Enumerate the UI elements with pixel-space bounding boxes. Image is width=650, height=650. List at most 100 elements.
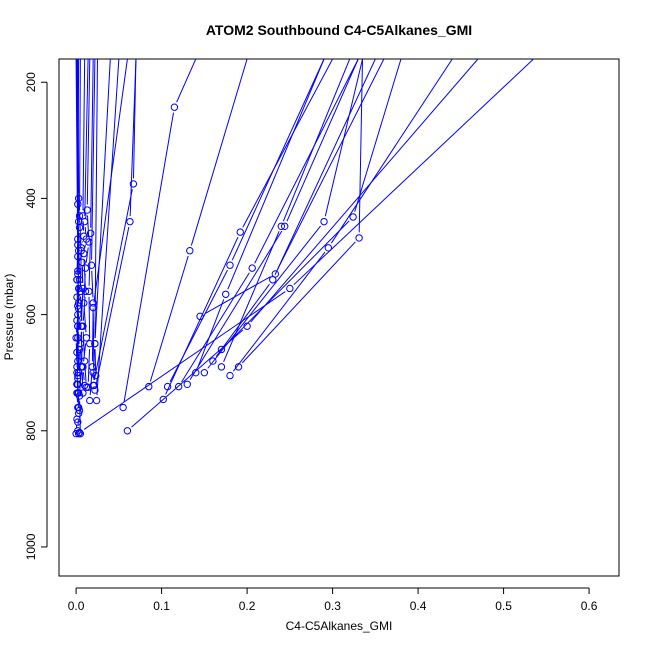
data-point [186, 246, 194, 255]
profile-segment [242, 59, 334, 228]
profile-series [163, 59, 325, 391]
profile-series [73, 59, 83, 389]
x-axis: 0.0 0.1 0.2 0.3 0.4 0.5 0.6 [68, 587, 598, 613]
data-point [79, 363, 87, 371]
data-point [196, 312, 204, 321]
profile-segment [83, 291, 286, 430]
profile-series [200, 59, 363, 377]
y-tick-label: 400 [24, 188, 38, 208]
profile-segment [227, 59, 325, 290]
profile-series [159, 59, 334, 404]
profile-segment [79, 59, 81, 211]
profile-series [79, 59, 93, 390]
x-axis-label: C4-C5Alkanes_GMI [286, 619, 393, 633]
profile-series [183, 59, 359, 389]
data-point [87, 261, 96, 269]
data-point [91, 386, 99, 394]
profile-segment [354, 59, 402, 212]
profile-segment [93, 189, 133, 381]
data-point [80, 299, 88, 307]
data-point [75, 212, 84, 220]
data-point [80, 217, 89, 226]
y-tick-label: 800 [24, 420, 38, 440]
profile-segment [277, 59, 385, 270]
profile-segment [76, 59, 79, 240]
profile-series [77, 59, 88, 397]
data-point [192, 368, 200, 377]
data-point [92, 396, 101, 405]
profile-segment [231, 59, 325, 261]
profile-series [226, 59, 453, 380]
data-point [74, 403, 83, 412]
profile-segment [80, 331, 83, 362]
profile-segment [197, 299, 225, 368]
data-point [123, 427, 132, 435]
data-point [81, 264, 90, 272]
y-tick-label: 1000 [24, 533, 38, 560]
data-point [355, 234, 363, 242]
data-point [79, 389, 87, 397]
profile-segment [169, 269, 228, 382]
data-point [79, 322, 87, 330]
data-point [217, 363, 226, 371]
data-point [248, 264, 256, 272]
y-tick-label: 200 [24, 72, 38, 92]
profile-segment [96, 59, 120, 396]
series-layer [72, 59, 534, 438]
data-point [86, 229, 95, 237]
profile-segment [324, 59, 363, 217]
y-tick-label: 600 [24, 304, 38, 324]
data-point [183, 380, 191, 389]
data-point [80, 381, 89, 390]
data-point [159, 395, 168, 404]
profile-segment [80, 293, 84, 321]
data-point [243, 322, 251, 330]
data-point [73, 348, 81, 357]
profile-segment [88, 296, 91, 339]
data-point [73, 316, 81, 325]
profile-segment [293, 59, 534, 286]
data-point [349, 213, 357, 221]
profile-segment [282, 59, 351, 222]
data-point [74, 427, 82, 435]
data-point [85, 287, 93, 296]
profile-segment [82, 372, 85, 381]
profile-segment [83, 343, 87, 362]
data-point [209, 357, 217, 365]
profile-segment [190, 59, 248, 246]
data-point [89, 381, 97, 390]
profile-segment [224, 220, 350, 346]
profile-series [91, 59, 137, 394]
profile-series [75, 59, 534, 437]
data-point [74, 284, 83, 293]
profile-segment [94, 349, 97, 371]
data-point [83, 206, 91, 214]
profile-segment [149, 255, 189, 382]
profile-series [209, 59, 376, 365]
profile-segment [223, 231, 280, 363]
y-axis: 200 400 600 800 1000 [24, 72, 48, 560]
data-point [269, 276, 277, 284]
data-point [73, 380, 81, 389]
chart-title: ATOM2 Southbound C4-C5Alkanes_GMI [206, 22, 472, 38]
data-point [170, 103, 179, 111]
profile-segment [274, 59, 376, 275]
profile-series [217, 59, 351, 371]
profile-segment [189, 230, 283, 380]
profile-segment [95, 226, 130, 385]
data-point [145, 382, 153, 391]
data-point [81, 287, 90, 296]
data-point [277, 222, 285, 230]
data-point [320, 217, 328, 226]
data-point [74, 409, 83, 418]
profile-segment [131, 329, 244, 428]
data-point [281, 222, 289, 230]
y-axis-label: Pressure (mbar) [2, 274, 16, 361]
profile-segment [79, 401, 81, 429]
profile-segment [84, 227, 87, 234]
data-point [222, 290, 230, 298]
x-tick-label: 0.5 [495, 599, 512, 613]
profile-series [234, 59, 364, 371]
profile-segment [254, 59, 359, 264]
